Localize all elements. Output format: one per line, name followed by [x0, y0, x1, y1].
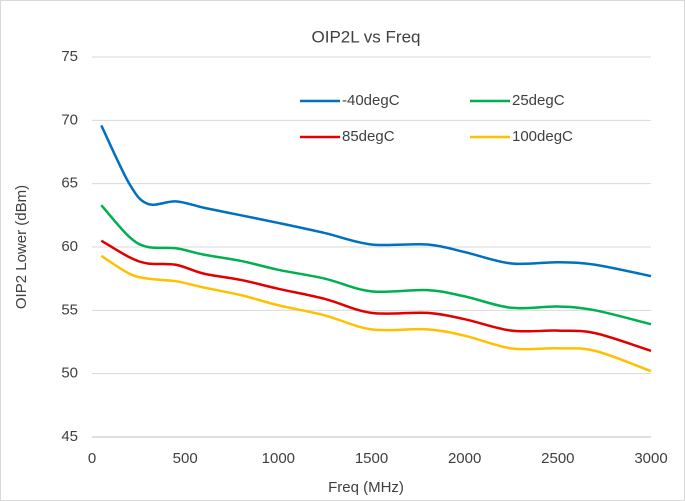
y-tick-label: 45 — [61, 428, 78, 445]
series-line — [100, 239, 652, 353]
chart-title: OIP2L vs Freq — [312, 27, 421, 46]
x-tick-label: 1500 — [355, 450, 388, 467]
legend-label: 100degC — [512, 128, 573, 145]
x-tick-label: 1000 — [262, 450, 295, 467]
series-line — [100, 124, 652, 278]
y-axis-label: OIP2 Lower (dBm) — [13, 185, 30, 309]
x-tick-label: 2500 — [541, 450, 574, 467]
x-axis-label: Freq (MHz) — [328, 479, 404, 496]
series-line — [100, 204, 652, 326]
legend-label: 85degC — [342, 128, 395, 145]
y-tick-label: 70 — [61, 111, 78, 128]
y-tick-label: 60 — [61, 238, 78, 255]
y-tick-label: 55 — [61, 301, 78, 318]
x-tick-label: 0 — [88, 450, 96, 467]
y-tick-label: 75 — [61, 48, 78, 65]
x-tick-label: 3000 — [634, 450, 667, 467]
x-tick-label: 500 — [173, 450, 198, 467]
legend-label: 25degC — [512, 92, 565, 109]
x-tick-label: 2000 — [448, 450, 481, 467]
series-line — [100, 254, 652, 373]
legend-label: -40degC — [342, 92, 400, 109]
y-tick-label: 50 — [61, 365, 78, 382]
y-tick-label: 65 — [61, 175, 78, 192]
